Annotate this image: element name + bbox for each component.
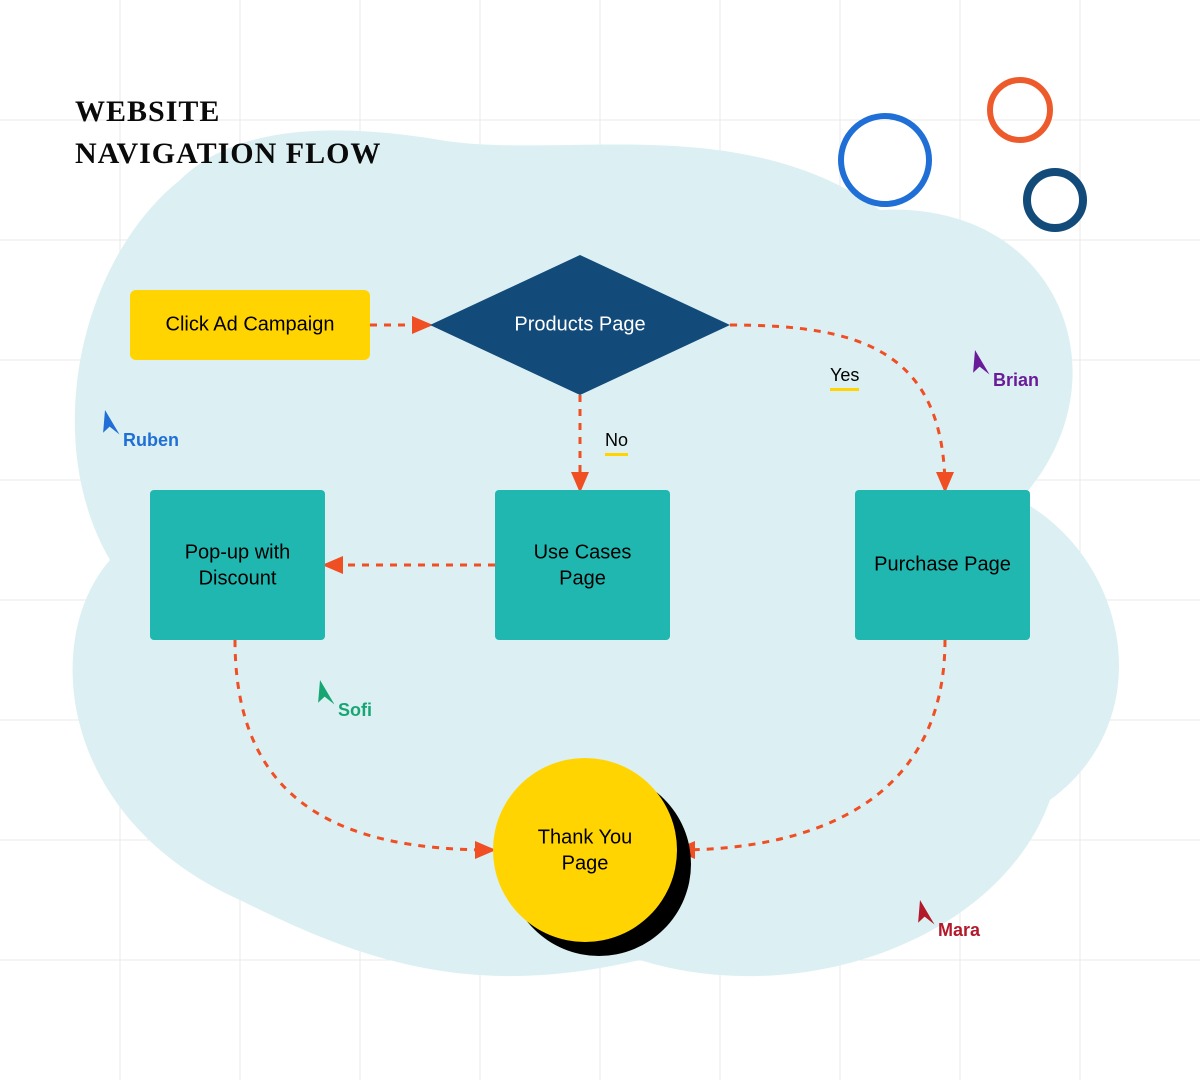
- cursor-label-mara: Mara: [938, 920, 980, 941]
- cursor-label-sofi: Sofi: [338, 700, 372, 721]
- cursor-icon: [967, 350, 995, 378]
- cursor-label-brian: Brian: [993, 370, 1039, 391]
- cursor-icon: [97, 410, 125, 438]
- cursors-layer: [0, 0, 1200, 1080]
- cursor-icon: [312, 680, 340, 708]
- flowchart-canvas: { "title": { "line1": "WEBSITE", "line2"…: [0, 0, 1200, 1080]
- cursor-label-ruben: Ruben: [123, 430, 179, 451]
- cursor-icon: [912, 900, 940, 928]
